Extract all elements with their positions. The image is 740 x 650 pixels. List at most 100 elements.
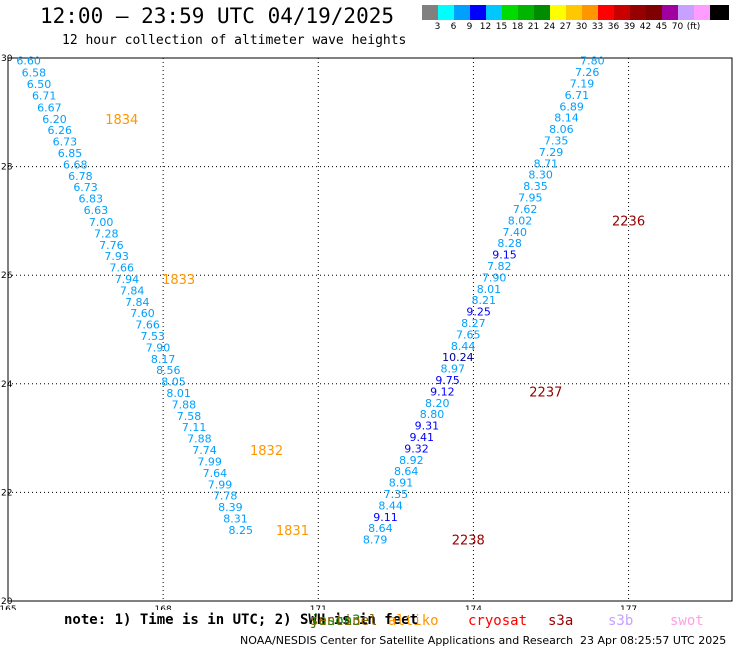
wave-height-value: 8.20 <box>425 397 450 410</box>
wave-height-value: 7.53 <box>141 330 166 343</box>
wave-height-value: 8.06 <box>549 123 574 136</box>
colorbar-swatch <box>710 5 729 20</box>
y-tick-label: 20 <box>1 597 13 607</box>
wave-height-value: 9.25 <box>466 306 491 319</box>
wave-height-value: 7.11 <box>182 421 207 434</box>
wave-height-value: 7.28 <box>94 227 119 240</box>
wave-height-value: 7.62 <box>513 203 538 216</box>
y-tick-label: 24 <box>1 380 13 390</box>
colorbar-tick-label: 9 <box>466 22 473 32</box>
wave-height-value: 8.97 <box>440 363 465 376</box>
wave-height-value: 7.58 <box>177 410 202 423</box>
wave-height-value: 8.35 <box>523 180 548 193</box>
wave-height-value: 8.64 <box>368 522 393 535</box>
pass-time-label: 2238 <box>452 534 485 549</box>
y-tick-label: 26 <box>1 271 13 281</box>
colorbar-tick-label: 18 <box>511 22 524 32</box>
wave-height-value: 7.26 <box>575 66 600 79</box>
wave-height-value: 8.21 <box>472 294 497 307</box>
wave-height-value: 7.78 <box>213 490 238 503</box>
colorbar-swatch <box>662 5 681 20</box>
wave-height-value: 7.80 <box>580 55 605 68</box>
wave-height-value: 8.14 <box>554 112 579 125</box>
wave-height-value: 8.02 <box>508 214 533 227</box>
wave-height-value: 9.32 <box>404 442 429 455</box>
colorbar-tick-label: 70 <box>671 22 684 32</box>
wave-height-value: 6.85 <box>58 147 83 160</box>
colorbar-tick-label: 12 <box>479 22 492 32</box>
wave-height-value: 8.17 <box>151 353 176 366</box>
colorbar-tick-label: 33 <box>591 22 604 32</box>
colorbar-tick-label: (ft) <box>686 22 701 32</box>
colorbar-tick-label: 3 <box>434 22 441 32</box>
wave-height-value: 6.73 <box>53 136 78 149</box>
wave-height-value: 6.58 <box>22 67 47 80</box>
wave-height-value: 7.00 <box>89 216 114 229</box>
page-title: 12:00 – 23:59 UTC 04/19/2025 <box>40 4 395 28</box>
wave-height-value: 7.65 <box>456 328 481 341</box>
colorbar-swatch <box>566 5 585 20</box>
pass-time-label: 2237 <box>529 385 562 400</box>
wave-height-value: 9.11 <box>373 511 398 524</box>
colorbar-swatch <box>438 5 457 20</box>
wave-height-value: 7.82 <box>487 260 512 273</box>
wave-height-value: 8.01 <box>166 387 191 400</box>
wave-height-value: 7.90 <box>482 271 507 284</box>
colorbar-swatch <box>534 5 553 20</box>
wave-height-value: 7.95 <box>518 192 543 205</box>
pass-time-label: 1834 <box>105 113 138 128</box>
wave-height-value: 7.66 <box>135 319 160 332</box>
colorbar-swatch <box>694 5 713 20</box>
wave-height-value: 7.99 <box>197 455 222 468</box>
wave-height-value: 8.64 <box>394 465 419 478</box>
wave-height-value: 7.88 <box>172 398 197 411</box>
wave-height-value: 7.74 <box>192 444 217 457</box>
wave-height-value: 8.71 <box>534 157 559 170</box>
units-note: note: 1) Time is in UTC; 2) SWH is in fe… <box>64 612 419 628</box>
wave-height-value: 8.28 <box>497 237 522 250</box>
colorbar-swatch <box>646 5 665 20</box>
wave-height-value: 8.30 <box>528 169 553 182</box>
colorbar-tick-label: 30 <box>575 22 588 32</box>
colorbar-tick-label: 39 <box>623 22 636 32</box>
colorbar-tick-label: 6 <box>450 22 457 32</box>
colorbar-swatch <box>614 5 633 20</box>
colorbar-swatch <box>630 5 649 20</box>
wave-height-value: 7.19 <box>570 78 595 91</box>
wave-height-value: 7.84 <box>120 284 145 297</box>
wave-height-value: 7.88 <box>187 433 212 446</box>
wave-height-value: 8.01 <box>477 283 502 296</box>
colorbar-tick-label: 21 <box>527 22 540 32</box>
colorbar-swatch <box>598 5 617 20</box>
wave-height-value: 9.12 <box>430 385 455 398</box>
satellite-legend-cryosat: cryosat <box>468 613 528 629</box>
credit-text: NOAA/NESDIS Center for Satellite Applica… <box>240 634 574 647</box>
wave-height-value: 7.29 <box>539 146 564 159</box>
wave-height-value: 6.71 <box>565 89 590 102</box>
pass-time-label: 2236 <box>612 214 645 229</box>
wave-height-value: 7.76 <box>99 239 124 252</box>
wave-height-value: 9.75 <box>435 374 460 387</box>
colorbar-tick-label: 24 <box>543 22 556 32</box>
satellite-legend-swot: swot <box>670 613 704 629</box>
colorbar-tick-label: 15 <box>495 22 508 32</box>
wave-height-value: 8.39 <box>218 501 243 514</box>
satellite-legend-s3a: s3a <box>548 613 574 629</box>
wave-height-value: 8.44 <box>378 499 403 512</box>
wave-height-value: 7.35 <box>384 488 409 501</box>
colorbar-tick-label: 45 <box>655 22 668 32</box>
wave-height-value: 7.84 <box>125 296 150 309</box>
wave-height-value: 6.63 <box>84 204 109 217</box>
x-tick-label: 174 <box>465 605 482 610</box>
x-tick-label: 177 <box>620 605 637 610</box>
y-tick-label: 22 <box>1 488 12 498</box>
wave-height-value: 6.89 <box>559 100 584 113</box>
colorbar-tick-label: 27 <box>559 22 572 32</box>
wave-height-value: 7.60 <box>130 307 155 320</box>
wave-height-value: 7.90 <box>146 341 171 354</box>
wave-height-value: 8.56 <box>156 364 181 377</box>
generated-timestamp: 23 Apr 08:25:57 UTC 2025 <box>580 634 727 647</box>
wave-height-value: 7.40 <box>503 226 528 239</box>
wave-height-value: 6.83 <box>78 193 103 206</box>
